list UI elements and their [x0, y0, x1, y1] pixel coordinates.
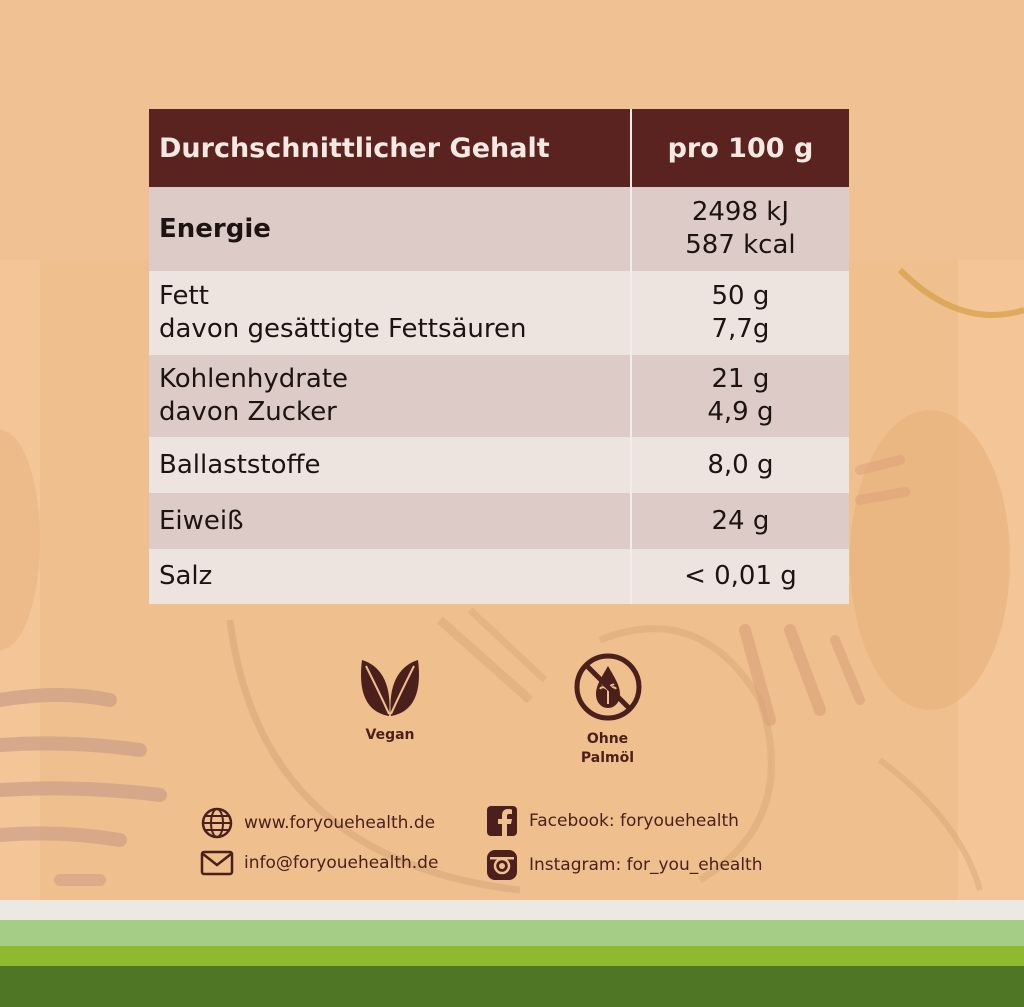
facebook-contact[interactable]: Facebook: foryouehealth [485, 804, 739, 838]
palm-oil-free-badge: Ohne Palmöl [560, 652, 655, 768]
palm-label-line1: Ohne [586, 731, 629, 747]
mail-icon [200, 850, 234, 876]
table-row: Kohlenhydrate davon Zucker 21 g 4,9 g [149, 355, 849, 437]
table-row: Ballaststoffe 8,0 g [149, 437, 849, 493]
stripe-green-light [0, 920, 1024, 946]
row-value: 8,0 g [630, 437, 849, 493]
header-value: pro 100 g [630, 109, 849, 187]
row-label: Kohlenhydrate davon Zucker [149, 355, 632, 437]
row-value: 21 g 4,9 g [630, 355, 849, 437]
no-palm-oil-icon [574, 653, 641, 721]
row-value: 2498 kJ 587 kcal [630, 187, 849, 271]
table-row: Eiweiß 24 g [149, 493, 849, 549]
nutrition-table: Durchschnittlicher Gehalt pro 100 g Ener… [149, 109, 849, 604]
website-text: www.foryouehealth.de [244, 813, 436, 833]
table-header-row: Durchschnittlicher Gehalt pro 100 g [149, 109, 849, 187]
email-contact[interactable]: info@foryouehealth.de [200, 848, 438, 878]
instagram-icon [487, 850, 517, 880]
palm-label-line2: Palmöl [580, 750, 635, 766]
header-label: Durchschnittlicher Gehalt [149, 109, 632, 187]
row-label: Ballaststoffe [149, 437, 632, 493]
row-value: 24 g [630, 493, 849, 549]
table-row: Fett davon gesättigte Fettsäuren 50 g 7,7g [149, 271, 849, 355]
instagram-contact[interactable]: Instagram: for_you_ehealth [485, 848, 763, 882]
stripe-green-mid [0, 946, 1024, 966]
website-contact[interactable]: www.foryouehealth.de [200, 806, 435, 840]
facebook-icon [487, 806, 517, 836]
vegan-label: Vegan [365, 727, 415, 743]
instagram-text: Instagram: for_you_ehealth [529, 855, 763, 875]
row-value: < 0,01 g [630, 549, 849, 604]
row-label: Eiweiß [149, 493, 632, 549]
row-label: Energie [149, 187, 632, 271]
row-value: 50 g 7,7g [630, 271, 849, 355]
row-label: Salz [149, 549, 632, 604]
globe-icon [201, 807, 233, 839]
table-row: Salz < 0,01 g [149, 549, 849, 604]
email-text: info@foryouehealth.de [244, 853, 439, 873]
stripe-light [0, 900, 1024, 920]
leaf-icon [361, 660, 419, 716]
row-label: Fett davon gesättigte Fettsäuren [149, 271, 632, 355]
vegan-badge: Vegan [345, 652, 435, 745]
stripe-green-dark [0, 966, 1024, 1007]
facebook-text: Facebook: foryouehealth [529, 811, 739, 831]
table-row: Energie 2498 kJ 587 kcal [149, 187, 849, 271]
